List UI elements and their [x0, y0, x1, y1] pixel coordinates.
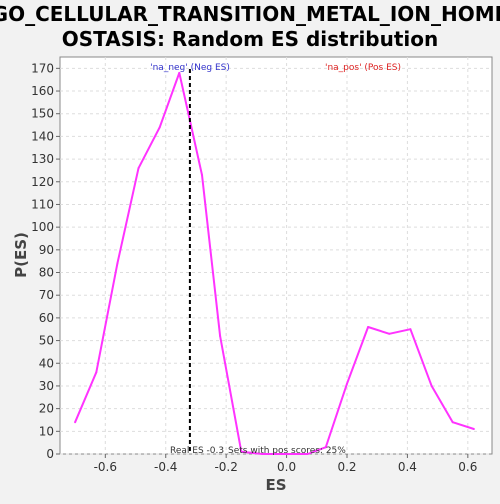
y-tick-label: 160: [31, 84, 54, 98]
pos-scores-annotation: Sets with pos scores: 25%: [228, 446, 346, 456]
x-tick-label: -0.6: [94, 460, 117, 474]
legend-neg-es: 'na_neg' (Neg ES): [150, 63, 230, 73]
y-tick-label: 140: [31, 129, 54, 143]
y-tick-label: 60: [39, 311, 54, 325]
y-tick-label: 40: [39, 356, 54, 370]
x-tick-label: 0.4: [398, 460, 417, 474]
es-data-point: [200, 173, 203, 176]
es-data-point: [367, 325, 370, 328]
es-data-point: [451, 421, 454, 424]
es-data-point: [116, 262, 119, 265]
es-data-point: [409, 328, 412, 331]
chart-title-line-1: GO_CELLULAR_TRANSITION_METAL_ION_HOME: [0, 2, 500, 26]
y-tick-label: 0: [46, 447, 54, 461]
es-data-point: [285, 453, 288, 455]
y-tick-label: 50: [39, 334, 54, 348]
real-es-annotation: Real ES -0.3: [170, 446, 224, 456]
x-tick-label: -0.4: [154, 460, 177, 474]
es-data-point: [345, 382, 348, 385]
legend-pos-es: 'na_pos' (Pos ES): [325, 63, 401, 73]
chart-title-line-2: OSTASIS: Random ES distribution: [62, 27, 439, 51]
plot-area: [59, 56, 493, 455]
y-tick-label: 20: [39, 402, 54, 416]
es-data-point: [240, 450, 243, 453]
y-tick-label: 110: [31, 197, 54, 211]
es-data-point: [261, 453, 264, 455]
es-data-point: [324, 446, 327, 449]
y-tick-label: 90: [39, 243, 54, 257]
y-tick-label: 80: [39, 266, 54, 280]
y-tick-label: 10: [39, 424, 54, 438]
es-data-point: [306, 453, 309, 455]
es-data-point: [219, 335, 222, 338]
y-tick-label: 130: [31, 152, 54, 166]
x-tick-label: -0.2: [214, 460, 237, 474]
x-axis-label: ES: [265, 476, 286, 494]
es-data-point: [430, 384, 433, 387]
es-data-point: [137, 167, 140, 170]
y-tick-label: 70: [39, 288, 54, 302]
es-data-point: [185, 105, 188, 108]
y-tick-label: 120: [31, 175, 54, 189]
x-tick-label: 0.2: [337, 460, 356, 474]
es-data-point: [158, 126, 161, 129]
es-data-point: [472, 428, 475, 431]
grid-lines: [60, 57, 492, 455]
series-layer: [74, 71, 475, 455]
x-tick-label: 0.0: [277, 460, 296, 474]
y-axis-label: P(ES): [12, 232, 30, 278]
x-tick-label: 0.6: [458, 460, 477, 474]
es-data-point: [95, 371, 98, 374]
es-data-point: [74, 421, 77, 424]
y-tick-label: 100: [31, 220, 54, 234]
y-tick-label: 150: [31, 107, 54, 121]
es-data-point: [388, 332, 391, 335]
axis-ticks: 0 10 20 30 40 50 60 70 80 90 100 110 120 130 140 150 160…: [31, 61, 477, 474]
es-data-point: [178, 71, 181, 74]
y-tick-label: 170: [31, 61, 54, 75]
y-tick-label: 30: [39, 379, 54, 393]
